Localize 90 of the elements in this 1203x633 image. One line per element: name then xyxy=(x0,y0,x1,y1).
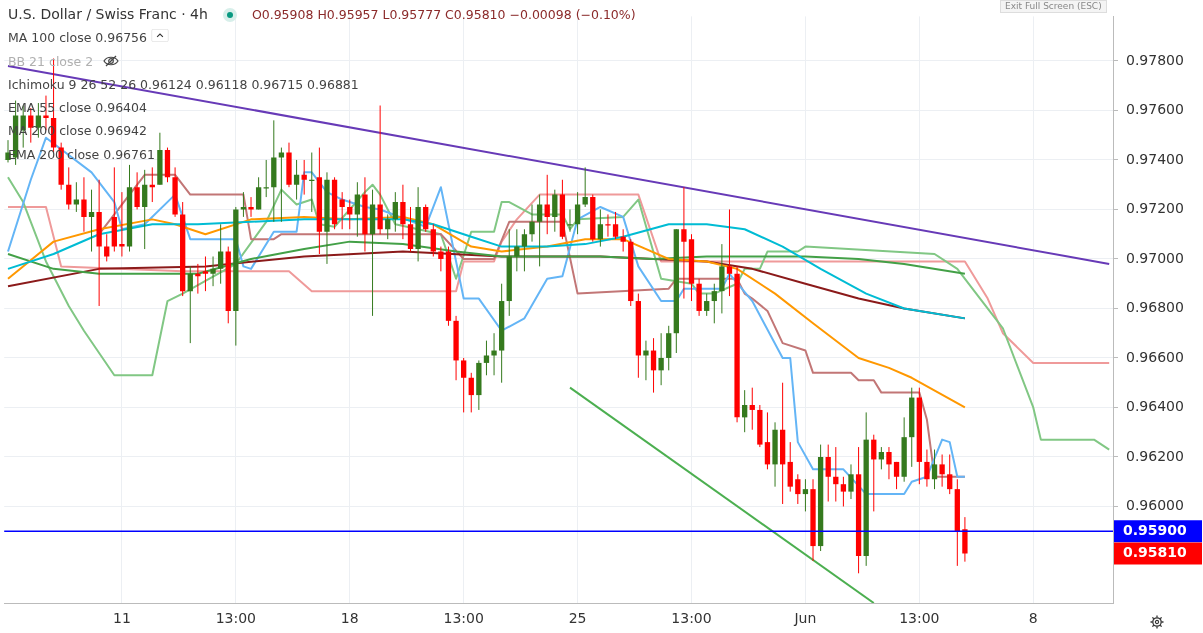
candlestick xyxy=(461,357,467,413)
candlestick xyxy=(423,204,429,233)
candlestick xyxy=(521,228,528,272)
ref-line-label: 0.95900 xyxy=(1123,521,1188,538)
chart-title: U.S. Dollar / Swiss Franc · 4h xyxy=(8,5,208,24)
x-tick-label: 25 xyxy=(568,610,587,627)
y-tick-label: 0.97200 xyxy=(1126,200,1184,217)
candlestick xyxy=(795,473,801,505)
y-tick-label: 0.96200 xyxy=(1126,447,1184,464)
candlestick xyxy=(339,191,345,230)
candlestick xyxy=(802,478,809,512)
candlestick xyxy=(726,208,733,297)
candlestick xyxy=(119,191,125,257)
candlestick xyxy=(924,449,930,488)
candlestick xyxy=(939,453,945,488)
candlestick xyxy=(643,340,649,381)
candlestick xyxy=(529,204,535,243)
y-tick-label: 0.97600 xyxy=(1126,101,1184,118)
candlestick xyxy=(210,255,216,287)
candlestick xyxy=(438,246,444,272)
candlestick xyxy=(73,181,80,213)
candlestick xyxy=(825,444,831,503)
candlestick xyxy=(468,372,474,413)
candlestick xyxy=(582,166,588,208)
candlestick xyxy=(742,389,748,433)
text: 0.95810 xyxy=(1123,544,1188,561)
candlestick xyxy=(612,211,619,240)
candlestick xyxy=(658,332,664,386)
x-tick-label: Jun xyxy=(793,610,817,627)
text: Exit Full Screen (ESC) xyxy=(1000,0,1107,13)
candlestick xyxy=(430,223,436,257)
candlestick xyxy=(187,265,193,344)
candlestick xyxy=(536,194,543,267)
candlestick xyxy=(848,463,854,500)
candlestick xyxy=(574,191,581,235)
candlestick xyxy=(544,174,550,235)
candlestick xyxy=(195,263,201,295)
y-tick-label: 0.97400 xyxy=(1126,150,1184,167)
candlestick xyxy=(217,223,224,285)
candlestick xyxy=(650,337,657,394)
candlestick xyxy=(293,159,300,201)
candlestick xyxy=(354,181,361,238)
candlestick xyxy=(947,453,953,495)
candlestick xyxy=(597,208,604,248)
candlestick xyxy=(88,189,95,253)
candlestick xyxy=(66,166,72,210)
candlestick xyxy=(605,213,611,238)
candlestick xyxy=(392,191,398,233)
candlestick xyxy=(681,186,687,300)
candlestick xyxy=(893,461,900,490)
x-tick-label: 13:00 xyxy=(899,610,940,627)
y-tick-label: 0.97800 xyxy=(1126,51,1184,68)
candlestick xyxy=(620,228,626,253)
candlestick xyxy=(134,171,140,210)
y-tick-label: 0.97000 xyxy=(1126,249,1184,266)
candlestick xyxy=(931,449,938,490)
candlestick xyxy=(764,411,771,470)
candlestick xyxy=(878,446,885,470)
candlestick xyxy=(483,340,490,376)
y-tick-label: 0.96400 xyxy=(1126,398,1184,415)
x-tick-label: 13:00 xyxy=(671,610,712,627)
candlestick xyxy=(871,434,877,512)
y-tick-label: 0.96000 xyxy=(1126,497,1184,514)
candlestick xyxy=(491,332,497,376)
candlestick xyxy=(202,255,209,292)
candlestick xyxy=(347,199,353,230)
candlestick xyxy=(385,213,391,240)
annotation: MA 100 close 0.96756 xyxy=(8,29,148,48)
candlestick xyxy=(142,169,148,250)
x-tick-label: 8 xyxy=(1028,610,1038,627)
x-tick-label: 18 xyxy=(340,610,359,627)
candlestick xyxy=(840,476,847,507)
chart-subtitle: O0.95908 H0.95957 L0.95777 C0.95810 −0.00098 (−0.10%) xyxy=(251,6,636,24)
candlestick xyxy=(248,196,254,218)
candlestick xyxy=(749,387,755,431)
candlestick xyxy=(704,293,710,317)
candlestick xyxy=(552,189,558,233)
candlestick xyxy=(886,446,892,480)
x-tick-label: 13:00 xyxy=(215,610,257,627)
candlestick xyxy=(711,283,717,324)
candlestick xyxy=(400,184,406,240)
x-tick-label: 13:00 xyxy=(443,610,484,627)
candlestick xyxy=(255,176,262,210)
y-tick-label: 0.96800 xyxy=(1126,299,1184,316)
y-tick-label: 0.96600 xyxy=(1126,348,1184,365)
candlestick xyxy=(81,176,87,233)
x-tick-label: 11 xyxy=(113,610,131,627)
candlestick xyxy=(301,159,307,196)
candlestick xyxy=(833,446,839,503)
candlestick xyxy=(567,208,573,233)
